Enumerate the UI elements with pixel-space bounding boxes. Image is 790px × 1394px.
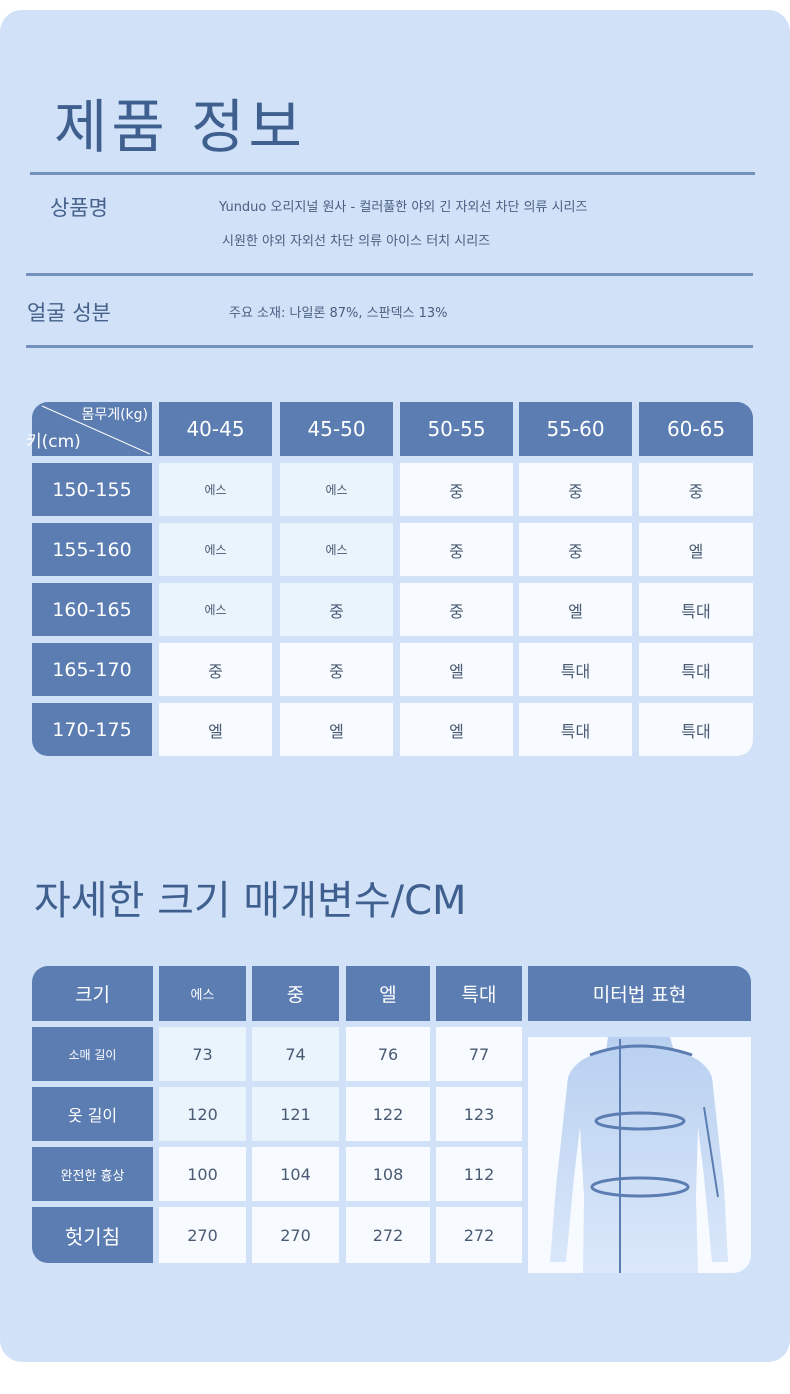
size-column-header: 특대: [436, 966, 522, 1021]
size-cell: 엘: [519, 583, 632, 636]
measurement-cell: 76: [346, 1027, 430, 1081]
measurement-row-label: 헛기침: [32, 1207, 153, 1263]
size-column-header: 중: [252, 966, 339, 1021]
product-name-label: 상품명: [50, 196, 108, 220]
product-name-line1: Yunduo 오리지널 원사 - 컬러풀한 야외 긴 자외선 차단 의류 시리즈: [219, 200, 588, 215]
size-cell: 특대: [639, 583, 753, 636]
measurement-cell: 123: [436, 1087, 522, 1141]
divider: [30, 172, 755, 175]
size-cell: 중: [159, 643, 272, 696]
figure-header: 미터법 표현: [528, 966, 751, 1021]
size-cell: 엘: [400, 643, 513, 696]
size-cell: 중: [280, 643, 393, 696]
size-cell: 엘: [639, 523, 753, 576]
measurement-cell: 122: [346, 1087, 430, 1141]
divider: [26, 345, 753, 348]
measurement-cell: 108: [346, 1147, 430, 1201]
size-header-label: 크기: [32, 966, 153, 1021]
size-cell: 에스: [159, 463, 272, 516]
material-label: 얼굴 성분: [27, 301, 111, 325]
measurement-cell: 74: [252, 1027, 339, 1081]
body-measurement-figure: [528, 1037, 751, 1273]
material-value: 주요 소재: 나일론 87%, 스판덱스 13%: [229, 306, 448, 321]
size-cell: 중: [400, 523, 513, 576]
size-cell: 중: [280, 583, 393, 636]
weight-column-header: 45-50: [280, 402, 393, 456]
size-cell: 엘: [159, 703, 272, 756]
weight-column-header: 40-45: [159, 402, 272, 456]
divider: [26, 273, 753, 276]
weight-column-header: 60-65: [639, 402, 753, 456]
size-cell: 에스: [280, 523, 393, 576]
size-cell: 특대: [639, 703, 753, 756]
weight-column-header: 50-55: [400, 402, 513, 456]
product-name-line2: 시원한 야외 자외선 차단 의류 아이스 터치 시리즈: [222, 234, 491, 249]
measurement-row-label: 완전한 흉상: [32, 1147, 153, 1201]
size-cell: 중: [519, 463, 632, 516]
measurement-cell: 77: [436, 1027, 522, 1081]
size-cell: 중: [400, 583, 513, 636]
size-cell: 에스: [280, 463, 393, 516]
size-column-header: 에스: [159, 966, 246, 1021]
weight-axis-label: 몸무게(kg): [81, 407, 148, 423]
height-axis-label: 키(cm): [26, 432, 81, 452]
measurement-cell: 73: [159, 1027, 246, 1081]
size-cell: 특대: [519, 643, 632, 696]
body-silhouette-icon: [550, 1037, 728, 1273]
measurement-row-label: 옷 길이: [32, 1087, 153, 1141]
size-cell: 특대: [639, 643, 753, 696]
measurement-cell: 100: [159, 1147, 246, 1201]
measurement-cell: 121: [252, 1087, 339, 1141]
product-card: 제품 정보 상품명 Yunduo 오리지널 원사 - 컬러풀한 야외 긴 자외선…: [0, 10, 790, 1362]
weight-column-header: 55-60: [519, 402, 632, 456]
height-row-header: 160-165: [32, 583, 152, 636]
measurement-row-label: 소매 길이: [32, 1027, 153, 1081]
size-cell: 엘: [280, 703, 393, 756]
detail-title: 자세한 크기 매개변수/CM: [34, 878, 467, 924]
size-cell: 엘: [400, 703, 513, 756]
size-cell: 중: [639, 463, 753, 516]
measurement-cell: 272: [346, 1207, 430, 1263]
height-row-header: 165-170: [32, 643, 152, 696]
diagonal-line-icon: [41, 405, 151, 455]
measurement-cell: 270: [159, 1207, 246, 1263]
height-row-header: 155-160: [32, 523, 152, 576]
size-cell: 에스: [159, 583, 272, 636]
size-cell: 중: [519, 523, 632, 576]
height-row-header: 150-155: [32, 463, 152, 516]
measurement-cell: 270: [252, 1207, 339, 1263]
size-column-header: 엘: [346, 966, 430, 1021]
measurement-cell: 104: [252, 1147, 339, 1201]
size-cell: 특대: [519, 703, 632, 756]
size-cell: 중: [400, 463, 513, 516]
measurement-cell: 112: [436, 1147, 522, 1201]
measurement-cell: 120: [159, 1087, 246, 1141]
size-cell: 에스: [159, 523, 272, 576]
corner-header: 몸무게(kg) 키(cm): [26, 402, 152, 456]
height-row-header: 170-175: [32, 703, 152, 756]
measurement-cell: 272: [436, 1207, 522, 1263]
product-info-title: 제품 정보: [54, 93, 306, 161]
